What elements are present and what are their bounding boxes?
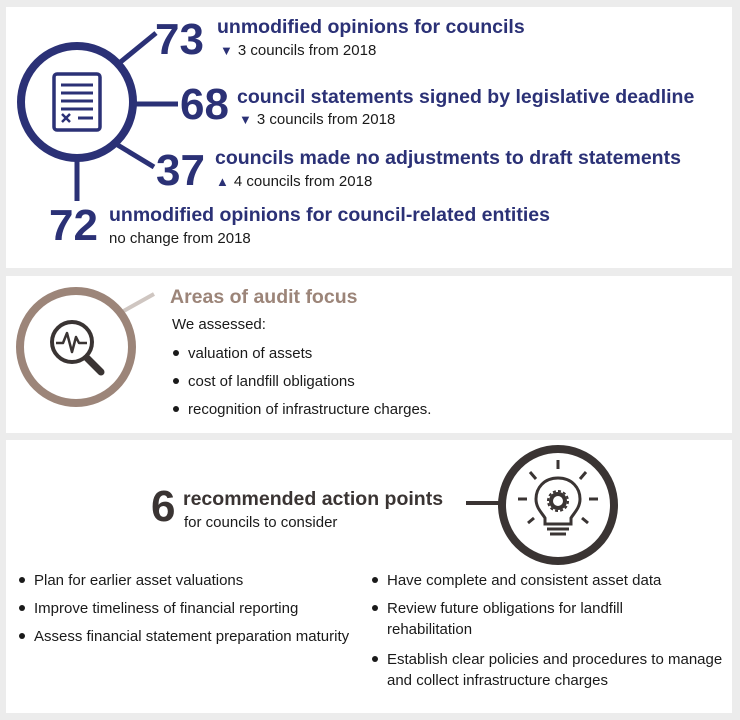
list-item: Review future obligations for landfill r… [371, 598, 687, 640]
focus-connector-line [119, 292, 155, 315]
stat-change-text: 4 councils from 2018 [233, 173, 373, 190]
stat-change: no change from 2018 [109, 230, 251, 247]
stat-change: ▼ 3 councils from 2018 [220, 42, 376, 60]
audit-focus-intro: We assessed: [172, 316, 266, 333]
audit-focus-panel: Areas of audit focus We assessed: valuat… [6, 276, 732, 433]
audit-focus-title: Areas of audit focus [170, 286, 358, 308]
stat-change: ▲ 4 councils from 2018 [216, 173, 372, 191]
stat-heading: unmodified opinions for councils [217, 16, 525, 38]
magnifier-pulse-icon [16, 287, 136, 407]
list-item: valuation of assets [172, 343, 708, 364]
list-item: Improve timeliness of financial reportin… [18, 598, 369, 619]
list-item: Assess financial statement preparation m… [18, 626, 354, 647]
list-item: recognition of infrastructure charges. [172, 399, 708, 420]
recommendations-panel: 6 recommended action points for councils… [6, 440, 732, 713]
list-item: cost of landfill obligations [172, 371, 708, 392]
recommendation-count: 6 [151, 482, 176, 531]
list-item: Have complete and consistent asset data [371, 570, 732, 591]
recommendation-subheading: for councils to consider [184, 514, 338, 531]
up-triangle-icon: ▲ [216, 174, 229, 189]
stat-number: 68 [180, 80, 229, 129]
stat-number: 73 [155, 15, 204, 64]
stat-number: 37 [156, 146, 205, 195]
list-item: Plan for earlier asset valuations [18, 570, 369, 591]
recommendation-heading: recommended action points [183, 488, 444, 510]
stat-heading: councils made no adjustments to draft st… [215, 147, 681, 169]
down-triangle-icon: ▼ [220, 43, 233, 58]
lightbulb-gear-icon [498, 445, 618, 565]
stat-change-text: 3 councils from 2018 [256, 111, 396, 128]
stat-change-text: 3 councils from 2018 [237, 42, 377, 59]
opinions-panel: 73 unmodified opinions for councils ▼ 3 c… [6, 7, 732, 268]
stat-change: ▼ 3 councils from 2018 [239, 111, 395, 129]
stat-heading: unmodified opinions for council-related … [109, 204, 550, 226]
stat-number: 72 [49, 201, 98, 250]
document-icon [17, 42, 137, 162]
stat-heading: council statements signed by legislative… [237, 86, 695, 108]
down-triangle-icon: ▼ [239, 112, 252, 127]
recommendation-connector-line [466, 501, 501, 505]
list-item: Establish clear policies and procedures … [371, 649, 727, 691]
